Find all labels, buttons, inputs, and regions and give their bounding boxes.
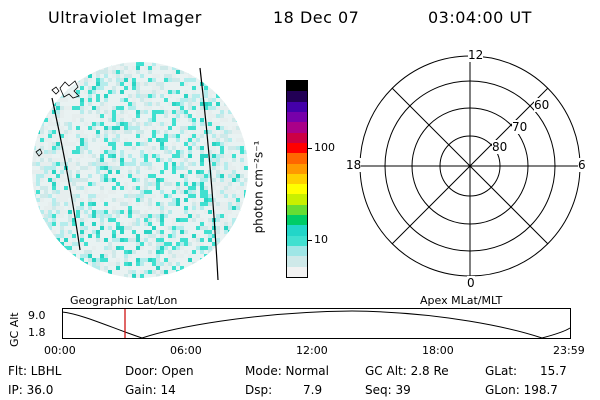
door-status: Door: Open [125, 364, 194, 378]
colorbar [286, 80, 308, 278]
filter-status: Flt: LBHL [8, 364, 62, 378]
colorbar-segment [287, 81, 307, 92]
gc-alt-status: GC Alt: 2.8 Re [365, 364, 449, 378]
mlt-label-left: 18 [346, 158, 362, 172]
mlt-label-right: 6 [578, 158, 586, 172]
geographic-label: Geographic Lat/Lon [70, 294, 178, 307]
colorbar-label-10: 10 [314, 233, 328, 246]
colorbar-segment [287, 153, 307, 164]
colorbar-segment [287, 142, 307, 154]
seq-status: Seq: 39 [365, 383, 411, 397]
polar-grid [359, 55, 581, 277]
colorbar-segment [287, 91, 307, 102]
dsp-label: Dsp: [245, 383, 273, 397]
uv-pixel-field [32, 62, 248, 278]
colorbar-segment [287, 256, 307, 267]
colorbar-segment [287, 194, 307, 205]
colorbar-segment [287, 235, 307, 246]
uv-image-disk [32, 62, 248, 281]
altplot-xtick-1800: 18:00 [422, 344, 454, 357]
lat-label-80: 80 [492, 140, 508, 154]
lat-label-60: 60 [534, 98, 550, 112]
colorbar-segment [287, 101, 307, 112]
colorbar-label-100: 100 [314, 141, 335, 154]
glat-label: GLat: [485, 364, 518, 378]
altplot-ytick-low: 1.8 [28, 326, 46, 339]
time-label: 03:04:00 UT [428, 8, 532, 27]
colorbar-segment [287, 215, 307, 226]
mode-status: Mode: Normal [245, 364, 329, 378]
coastline-outline-islet [35, 148, 43, 157]
altplot-ylabel: GC Alt [8, 312, 21, 347]
colorbar-segment [287, 204, 307, 216]
coastline-outline-small [51, 86, 60, 95]
ip-status: IP: 36.0 [8, 383, 54, 397]
altplot-xtick-0600: 06:00 [170, 344, 202, 357]
glon-status: GLon: 198.7 [485, 383, 558, 397]
date-label: 18 Dec 07 [273, 8, 360, 27]
colorbar-segment [287, 184, 307, 195]
colorbar-segment [287, 225, 307, 236]
colorbar-segment [287, 173, 307, 185]
dsp-value: 7.9 [303, 383, 323, 397]
lat-label-70: 70 [512, 120, 528, 134]
mlt-label-top: 12 [468, 48, 484, 62]
glat-value: 15.7 [540, 364, 567, 378]
mlt-label-bottom: 0 [467, 276, 475, 290]
colorbar-segment [287, 266, 307, 277]
altitude-curve [62, 310, 571, 339]
gain-status: Gain: 14 [125, 383, 176, 397]
colorbar-unit-label: photon cm⁻²s⁻¹ [251, 140, 266, 234]
colorbar-segment [287, 122, 307, 133]
altplot-xtick-0000: 00:00 [44, 344, 76, 357]
altplot-ytick-high: 9.0 [28, 309, 46, 322]
altplot-xtick-2359: 23:59 [553, 344, 585, 357]
colorbar-segment [287, 163, 307, 174]
colorbar-segment [287, 246, 307, 257]
colorbar-segment [287, 111, 307, 123]
altitude-plot [62, 308, 571, 339]
colorbar-tick-10 [307, 240, 312, 241]
colorbar-tick-100 [307, 148, 312, 149]
coastline-outline [59, 80, 80, 99]
altplot-xtick-1200: 12:00 [296, 344, 328, 357]
apex-label: Apex MLat/MLT [420, 294, 503, 307]
polar-diagonal-2 [391, 87, 549, 245]
longitude-line-left [51, 97, 81, 251]
app-title: Ultraviolet Imager [48, 8, 202, 27]
colorbar-segment [287, 132, 307, 143]
altplot-frame [62, 308, 571, 339]
longitude-line-right [199, 67, 219, 281]
